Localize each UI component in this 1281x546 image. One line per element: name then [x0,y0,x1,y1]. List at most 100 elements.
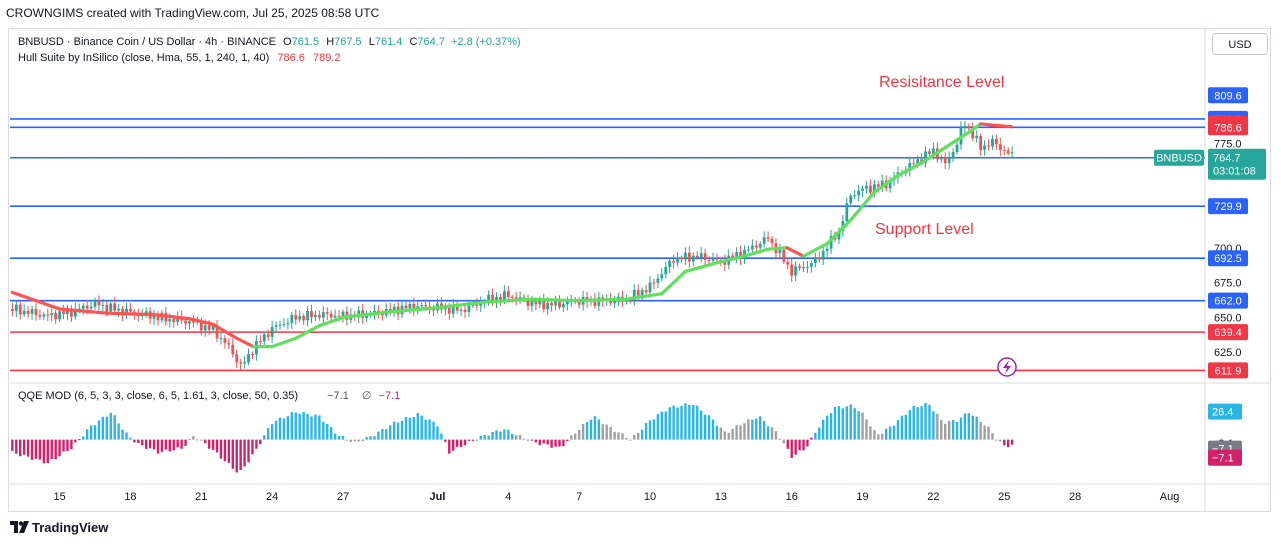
qqe-bar [322,421,325,440]
qqe-bar [892,425,896,440]
hull-suite-segment [993,123,1013,129]
qqe-bar [790,439,793,458]
candle-body [825,248,829,251]
candle-body [754,245,758,248]
resistance-level-annotation: Resisitance Level [879,74,1005,91]
candle-body [723,260,727,265]
candle-body [258,341,262,343]
qqe-bar [735,425,738,440]
candle-body [247,353,250,363]
candle-body [668,260,672,267]
qqe-bar [593,416,597,440]
qqe-bar [66,439,69,452]
qqe-bar [160,439,164,452]
qqe-bar [26,439,30,457]
candle-body [231,344,235,355]
candle-body [290,314,294,323]
qqe-bar [837,406,841,440]
price-axis-tick: 625.0 [1214,347,1242,359]
symbol-title[interactable]: BNBUSD · Binance Coin / US Dollar · 4h ·… [18,36,276,48]
candle-body [802,267,805,269]
candle-body [558,301,561,308]
hull-value-1: 786.6 [277,52,305,64]
last-price-tag-bg [1208,148,1266,180]
hull-indicator-name[interactable]: Hull Suite by InSilico (close, Hma, 55, … [18,52,270,64]
close-value: 764.7 [417,36,445,48]
qqe-bar [89,425,93,440]
tradingview-logo[interactable]: TradingView [10,520,108,535]
qqe-bar [117,423,120,440]
qqe-bar [369,436,372,440]
candle-body [404,305,408,309]
candle-body [46,314,50,316]
candle-body [813,258,817,264]
candle-body [739,252,742,259]
hull-suite-segment [270,336,298,349]
candle-body [325,312,329,314]
qqe-bar [944,423,947,440]
qqe-bar [766,426,770,440]
hull-suite-segment [10,290,62,311]
hull-suite-segment [341,310,392,319]
time-axis-tick: 27 [337,491,349,503]
candle-body [853,195,857,197]
qqe-bar [936,413,939,440]
candle-body [282,324,286,326]
qqe-bar [947,420,951,440]
qqe-bar [152,439,156,450]
qqe-bar [554,439,557,447]
candle-body [1002,149,1006,151]
qqe-bar [786,439,789,449]
candle-body [467,305,471,312]
qqe-bar [381,428,384,440]
qqe-bar [365,437,368,440]
candle-body [939,157,943,160]
candle-body [219,338,223,340]
qqe-bar [392,421,396,440]
qqe-bar [778,438,782,440]
qqe-bar [42,439,46,464]
qqe-indicator-name[interactable]: QQE MOD (6, 5, 3, 3, close, 6, 5, 1.61, … [18,390,299,402]
qqe-bar [270,424,274,440]
high-label: H [326,36,335,48]
qqe-bar [963,413,967,440]
qqe-bar [30,439,34,460]
price-tag-label: 692.5 [1214,253,1242,265]
last-price-tag-label: 764.7 [1213,153,1241,165]
candle-body [491,294,494,303]
qqe-bar [621,433,624,440]
qqe-bar [239,439,242,470]
qqe-bar [168,439,172,452]
qqe-bar [274,420,278,440]
candle-body [408,303,412,309]
currency-button[interactable]: USD [1212,33,1268,55]
candle-body [54,313,58,320]
qqe-tag-bg [1208,403,1242,420]
hull-suite-segment [825,218,853,246]
qqe-bar [267,428,270,440]
candle-body [22,310,26,315]
candle-body [711,258,715,261]
candle-body [337,315,341,317]
qqe-bar [932,411,935,440]
qqe-bar [857,411,860,440]
candle-body [388,309,392,311]
candle-body [750,245,754,250]
qqe-bar [204,439,207,444]
qqe-bar [452,439,455,451]
candle-body [676,257,679,263]
candle-body [58,311,61,320]
candle-body [42,314,46,317]
candle-body [687,252,691,262]
candle-body [876,184,880,187]
qqe-bar [219,439,223,459]
qqe-bar [625,438,628,440]
candle-body [951,152,955,158]
time-axis-tick: 7 [576,491,582,503]
candle-body [89,306,93,309]
qqe-bar [133,439,136,443]
price-axis-tick: 675.0 [1214,278,1242,290]
candle-body [928,151,931,154]
candle-body [129,308,132,312]
